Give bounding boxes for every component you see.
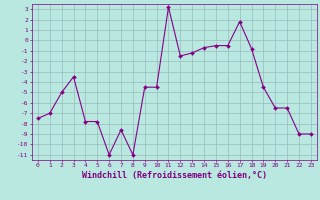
X-axis label: Windchill (Refroidissement éolien,°C): Windchill (Refroidissement éolien,°C) (82, 171, 267, 180)
